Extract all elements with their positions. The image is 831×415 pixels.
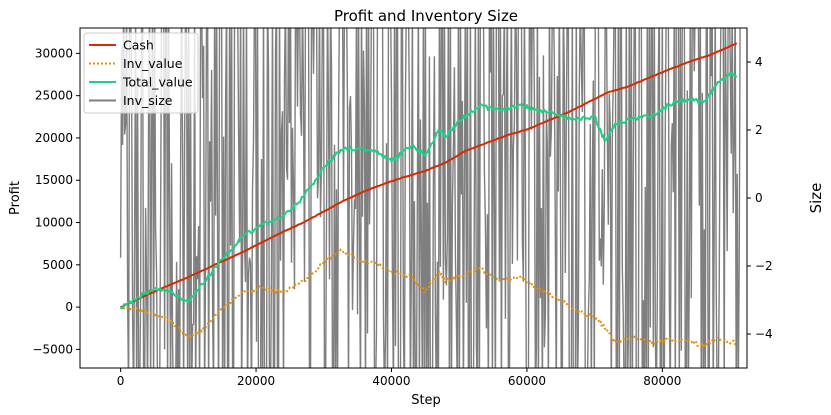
y2-tick-label: 2 — [755, 123, 763, 137]
series-cash-line — [120, 42, 738, 309]
chart-title: Profit and Inventory Size — [334, 7, 518, 25]
y-tick-label: 20000 — [35, 131, 73, 145]
inv-size-series — [119, 28, 741, 368]
x-axis-label: Step — [411, 393, 441, 408]
y2-axis-label: Size — [807, 183, 825, 214]
x-tick-label: 80000 — [643, 374, 681, 388]
x-tick-label: 20000 — [237, 374, 275, 388]
legend-label-inv-value: Inv_value — [123, 56, 183, 71]
x-tick-label: 60000 — [508, 374, 546, 388]
y-tick-label: 10000 — [35, 216, 73, 230]
x-tick-label: 0 — [117, 374, 125, 388]
y-tick-label: 15000 — [35, 173, 73, 187]
legend-label-total-value: Total_value — [122, 75, 193, 90]
legend-box — [83, 32, 199, 114]
y-tick-label: 25000 — [35, 89, 73, 103]
y-tick-label: 0 — [65, 300, 73, 314]
plot-area — [119, 28, 741, 368]
y-tick-label: −5000 — [32, 342, 73, 356]
y2-tick-label: −4 — [755, 327, 773, 341]
legend: Cash Inv_value Total_value Inv_size — [83, 32, 199, 114]
y-tick-label: 30000 — [35, 46, 73, 60]
y2-tick-label: −2 — [755, 259, 773, 273]
y2-tick-label: 0 — [755, 191, 763, 205]
x-tick-label: 40000 — [372, 374, 410, 388]
series-total-value-line — [119, 71, 738, 310]
y-axis-label: Profit — [8, 181, 23, 215]
series-inv-value-line — [119, 248, 738, 348]
legend-label-cash: Cash — [123, 38, 154, 53]
y-tick-label: 5000 — [42, 258, 73, 272]
legend-label-inv-size: Inv_size — [123, 93, 173, 108]
y2-tick-label: 4 — [755, 55, 763, 69]
